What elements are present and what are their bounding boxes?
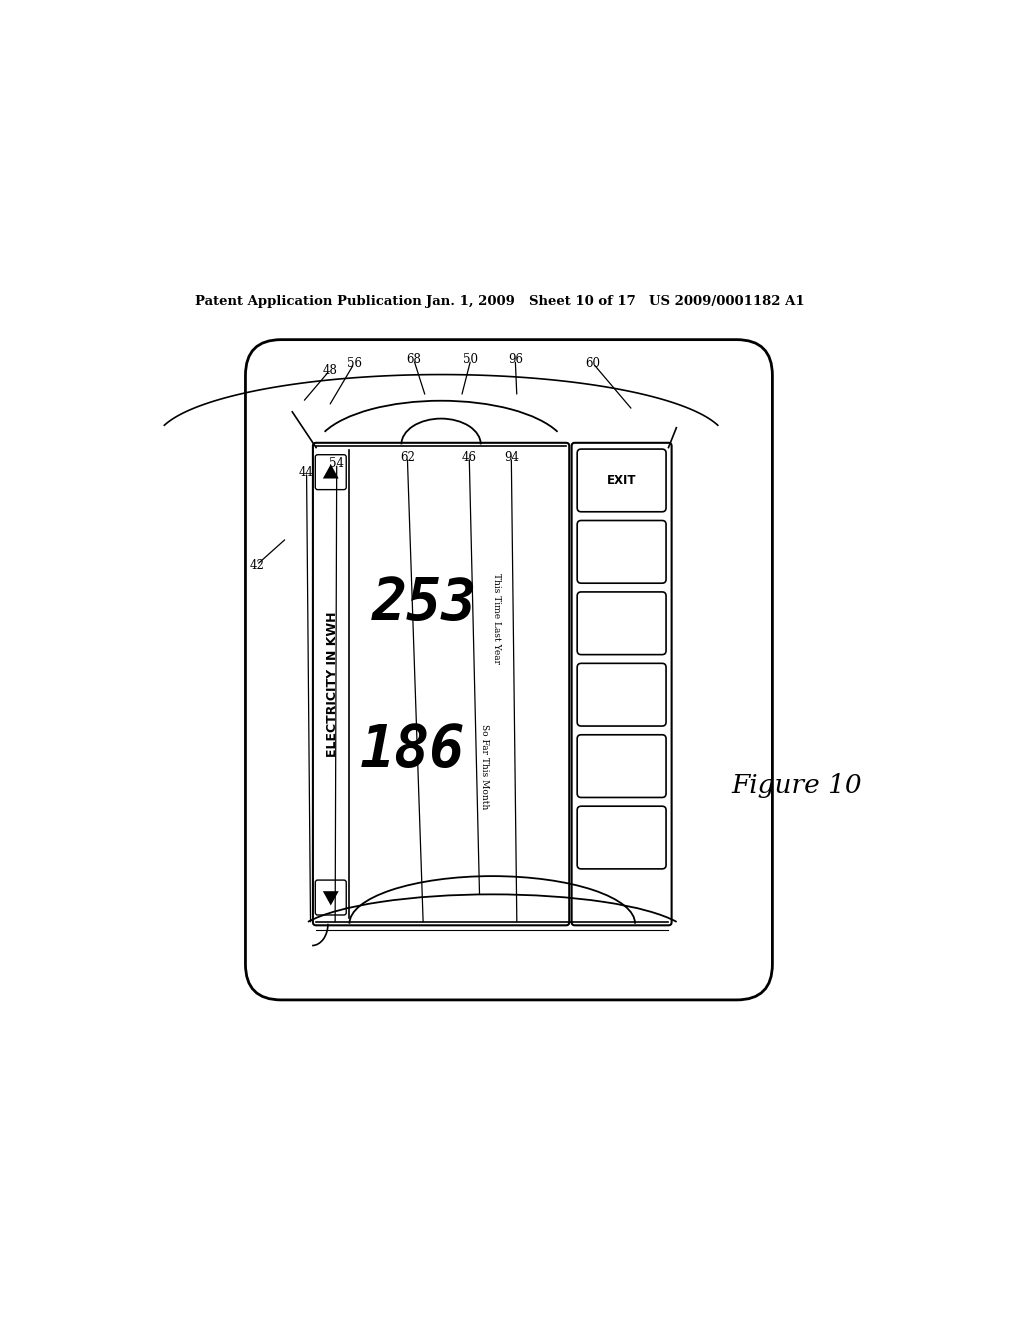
Text: So Far This Month: So Far This Month	[480, 723, 489, 809]
FancyBboxPatch shape	[578, 520, 666, 583]
FancyBboxPatch shape	[313, 442, 569, 925]
Text: 253: 253	[372, 574, 477, 631]
Text: 186: 186	[360, 722, 466, 779]
FancyBboxPatch shape	[578, 735, 666, 797]
Text: 62: 62	[400, 450, 415, 463]
Text: Patent Application Publication: Patent Application Publication	[196, 296, 422, 308]
Text: Jan. 1, 2009: Jan. 1, 2009	[426, 296, 514, 308]
Text: 68: 68	[407, 352, 421, 366]
FancyBboxPatch shape	[315, 454, 346, 490]
Text: 60: 60	[586, 356, 600, 370]
FancyBboxPatch shape	[315, 880, 346, 915]
Text: This Time Last Year: This Time Last Year	[493, 573, 502, 664]
Text: 48: 48	[323, 364, 337, 378]
Polygon shape	[323, 465, 339, 479]
Text: Sheet 10 of 17: Sheet 10 of 17	[528, 296, 636, 308]
Text: Figure 10: Figure 10	[731, 774, 862, 799]
FancyBboxPatch shape	[246, 339, 772, 1001]
FancyBboxPatch shape	[578, 807, 666, 869]
Text: 94: 94	[504, 450, 519, 463]
FancyBboxPatch shape	[571, 442, 672, 925]
Text: 56: 56	[347, 356, 361, 370]
Text: ELECTRICITY IN KWH: ELECTRICITY IN KWH	[327, 611, 339, 756]
Text: 46: 46	[462, 450, 477, 463]
Text: 96: 96	[508, 352, 523, 366]
Text: EXIT: EXIT	[607, 474, 636, 487]
FancyBboxPatch shape	[578, 664, 666, 726]
FancyBboxPatch shape	[578, 449, 666, 512]
Text: 50: 50	[463, 352, 478, 366]
Text: 54: 54	[330, 457, 344, 470]
Text: 44: 44	[299, 466, 314, 479]
Text: 42: 42	[249, 558, 264, 572]
FancyBboxPatch shape	[578, 591, 666, 655]
Text: US 2009/0001182 A1: US 2009/0001182 A1	[648, 296, 804, 308]
Polygon shape	[323, 891, 339, 906]
